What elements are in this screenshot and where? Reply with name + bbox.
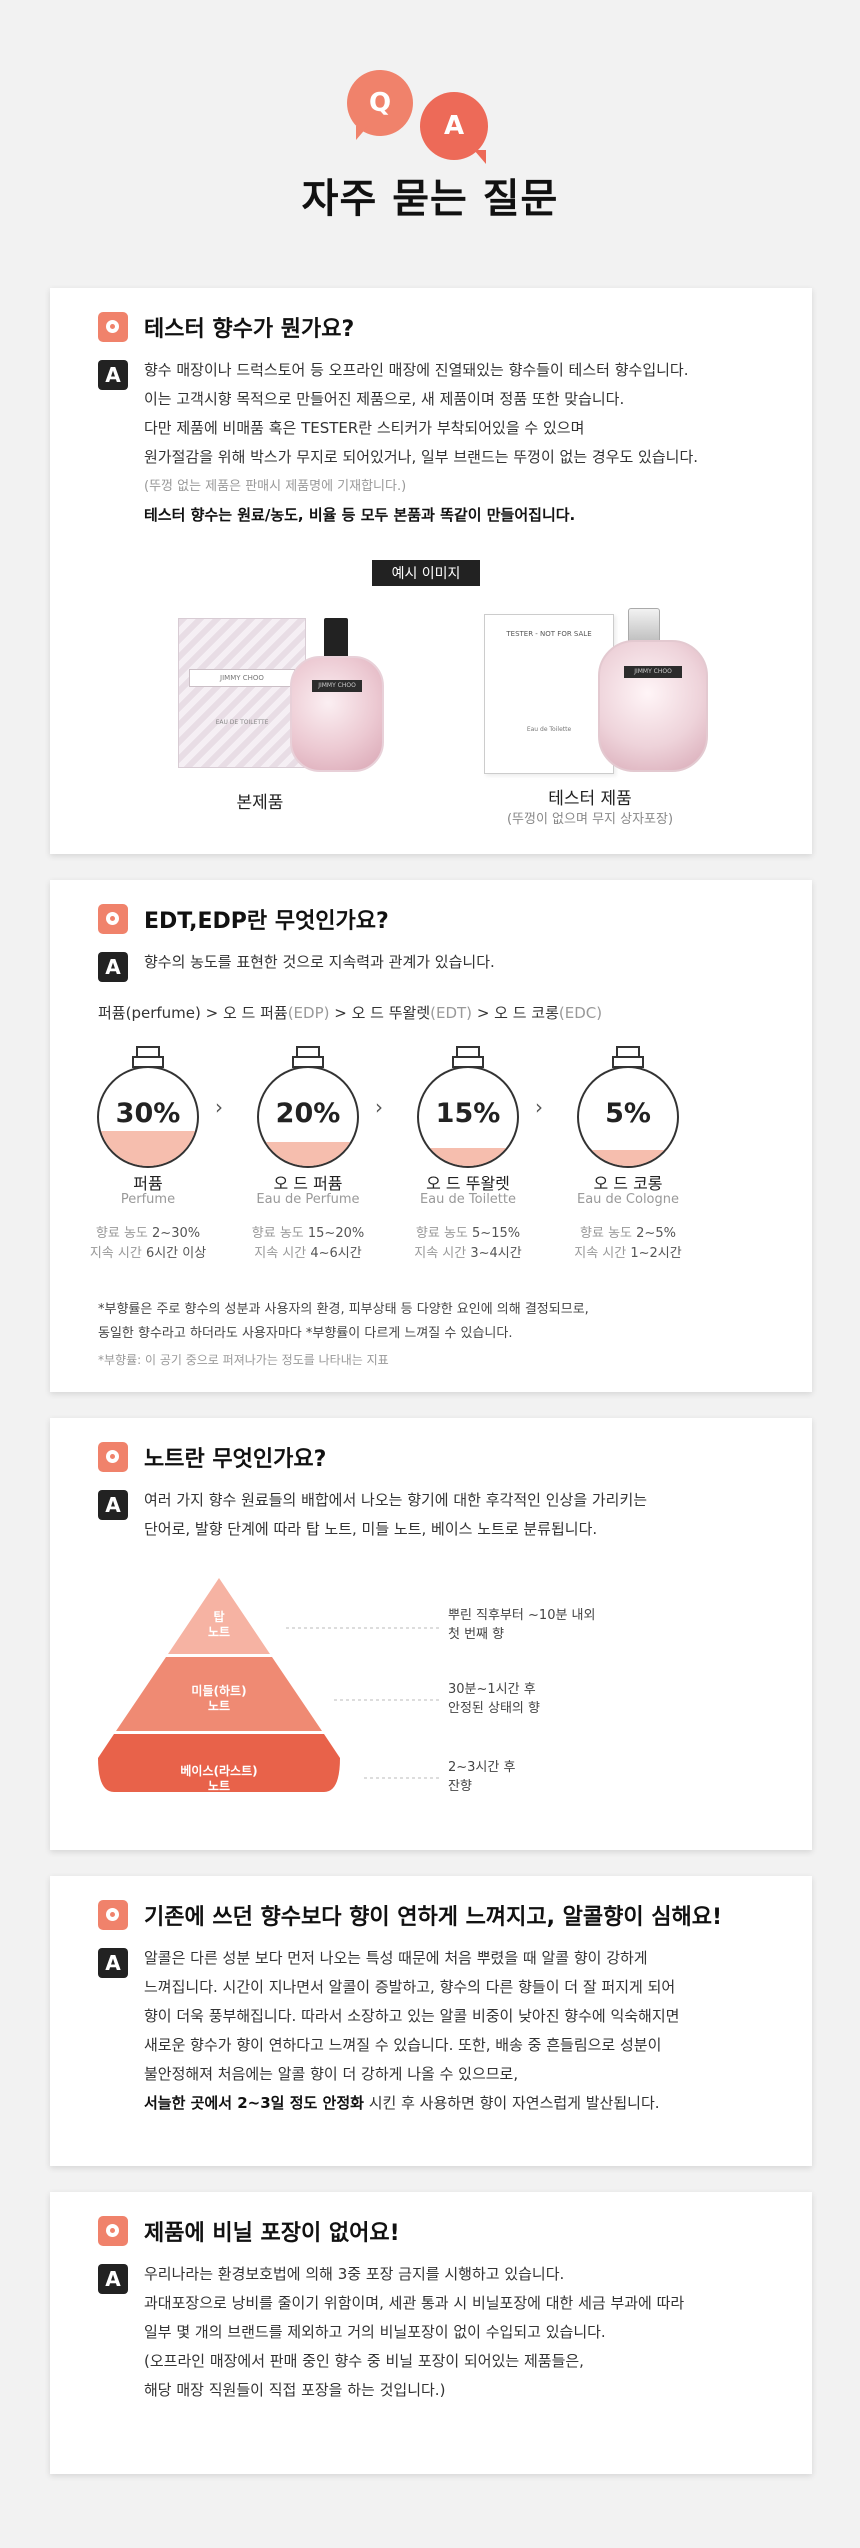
flask-body xyxy=(577,1066,679,1168)
faq-question-row: EDT,EDP란 무엇인가요? xyxy=(98,903,389,935)
stabilize-tip: 서늘한 곳에서 2~3일 정도 안정화 xyxy=(144,2094,364,2112)
chevron-right-icon: › xyxy=(375,1095,383,1119)
flask-percent: 15% xyxy=(435,1098,501,1129)
concentration-name: 오 드 코롱 xyxy=(593,1174,663,1193)
concentration-name: 오 드 뚜왈렛 xyxy=(426,1174,510,1193)
flask-fill xyxy=(579,1150,677,1166)
faq-answer: 향수 매장이나 드럭스토어 등 오프라인 매장에 진열돼있는 향수들이 테스터 … xyxy=(144,356,784,530)
tester-bottle-image xyxy=(598,640,708,772)
faq-question: 노트란 무엇인가요? xyxy=(144,1447,327,1472)
flask-percent: 5% xyxy=(605,1098,651,1129)
pyramid-top xyxy=(168,1578,270,1654)
q-bubble-tail xyxy=(356,126,368,140)
faq-answer: 우리나라는 환경보호법에 의해 3중 포장 금지를 시행하고 있습니다. 과대포… xyxy=(144,2265,685,2399)
tester-caption: 테스터 제품 xyxy=(548,789,632,809)
question-icon xyxy=(98,1900,128,1930)
chevron-right-icon: › xyxy=(215,1095,223,1119)
flask-cap xyxy=(616,1046,640,1056)
bold-note: 테스터 향수는 원료/농도, 비율 등 모두 본품과 똑같이 만들어집니다. xyxy=(144,506,576,524)
pyramid-connectors xyxy=(286,1627,440,1779)
faq-card-alcohol: 기존에 쓰던 향수보다 향이 연하게 느껴지고, 알콜향이 심해요! A 알콜은… xyxy=(50,1876,812,2166)
concentration-name-en: Eau de Perfume xyxy=(256,1192,360,1207)
footnote-1: *부향률은 주로 향수의 성분과 사용자의 환경, 피부상태 등 다양한 요인에… xyxy=(98,1302,589,1317)
product-box-image: JIMMY CHOO EAU DE TOILETTE xyxy=(178,618,306,768)
faq-answer: 향수의 농도를 표현한 것으로 지속력과 관계가 있습니다. xyxy=(144,953,495,971)
flask-body xyxy=(417,1066,519,1168)
pyramid-base xyxy=(98,1734,340,1792)
concentration-order: 퍼퓸(perfume) > 오 드 퍼퓸(EDP) > 오 드 뚜왈렛(EDT)… xyxy=(98,1004,603,1022)
product-caption: 본제품 xyxy=(236,793,284,813)
faq-card-edt-edp: EDT,EDP란 무엇인가요? A 향수의 농도를 표현한 것으로 지속력과 관… xyxy=(50,880,812,1392)
faq-card-vinyl: 제품에 비닐 포장이 없어요! A 우리나라는 환경보호법에 의해 3중 포장 … xyxy=(50,2192,812,2474)
flask-percent: 30% xyxy=(115,1098,181,1129)
product-bottle-image xyxy=(290,656,384,772)
chevron-right-icon: › xyxy=(535,1095,543,1119)
pyramid-middle-label: 미들(하트) 노트 xyxy=(191,1684,247,1713)
concentration-name: 오 드 퍼퓸 xyxy=(273,1174,343,1193)
concentration-name-en: Eau de Toilette xyxy=(419,1192,517,1207)
answer-icon: A xyxy=(98,1948,128,1978)
concentration-stats: 향료 농도 5~15% 지속 시간 3~4시간 xyxy=(414,1226,522,1261)
pyramid-top-label: 탑 노트 xyxy=(207,1610,231,1639)
example-image-tag: 예시 이미지 xyxy=(372,560,480,586)
note-pyramid xyxy=(98,1578,340,1792)
answer-icon: A xyxy=(98,952,128,982)
question-icon xyxy=(98,1442,128,1472)
faq-question: EDT,EDP란 무엇인가요? xyxy=(144,909,389,934)
small-note: (뚜껑 없는 제품은 판매시 제품명에 기재합니다.) xyxy=(144,479,407,494)
page-header: Q A 자주 묻는 질문 xyxy=(0,0,860,260)
faq-question-row: 제품에 비닐 포장이 없어요! xyxy=(98,2215,400,2247)
pyramid-middle xyxy=(116,1657,322,1731)
flask-fill xyxy=(419,1148,517,1166)
flask-percent: 20% xyxy=(275,1098,341,1129)
question-icon xyxy=(98,904,128,934)
tester-bottle-neck xyxy=(628,608,660,644)
flask-body xyxy=(257,1066,359,1168)
concentration-name: 퍼퓸 xyxy=(133,1174,163,1193)
concentration-stats: 향료 농도 15~20% 지속 시간 4~6시간 xyxy=(251,1226,365,1261)
faq-card-tester: 테스터 향수가 뭔가요? A 향수 매장이나 드럭스토어 등 오프라인 매장에 … xyxy=(50,288,812,854)
page-title: 자주 묻는 질문 xyxy=(301,176,559,222)
faq-question-row: 테스터 향수가 뭔가요? xyxy=(98,311,354,343)
faq-question: 제품에 비닐 포장이 없어요! xyxy=(144,2221,400,2246)
faq-answer: 알콜은 다른 성분 보다 먼저 나오는 특성 때문에 처음 뿌렸을 때 알콜 향… xyxy=(144,1949,680,2112)
concentration-stats: 향료 농도 2~30% 지속 시간 6시간 이상 xyxy=(89,1226,207,1261)
faq-question: 테스터 향수가 뭔가요? xyxy=(144,317,355,342)
answer-icon: A xyxy=(98,2264,128,2294)
tester-subcaption: (뚜껑이 없으며 무지 상자포장) xyxy=(506,812,674,827)
product-bottle-cap xyxy=(324,618,348,660)
footnote-3: *부향률: 이 공기 중으로 퍼져나가는 정도를 나타내는 지표 xyxy=(98,1353,389,1367)
question-icon xyxy=(98,312,128,342)
faq-answer: 여러 가지 향수 원료들의 배합에서 나오는 향기에 대한 후각적인 인상을 가… xyxy=(144,1491,648,1538)
flask-cap xyxy=(296,1046,320,1056)
concentration-name-en: Perfume xyxy=(120,1192,176,1207)
tester-box-image: TESTER - NOT FOR SALE Eau de Toilette xyxy=(484,614,614,774)
faq-question: 기존에 쓰던 향수보다 향이 연하게 느껴지고, 알콜향이 심해요! xyxy=(144,1905,723,1930)
top-note-desc: 뿌린 직후부터 ~10분 내외 첫 번째 향 xyxy=(448,1608,596,1642)
flask-fill xyxy=(259,1142,357,1166)
faq-card-notes: 노트란 무엇인가요? A 여러 가지 향수 원료들의 배합에서 나오는 향기에 … xyxy=(50,1418,812,1850)
faq-question-row: 노트란 무엇인가요? xyxy=(98,1441,326,1473)
footnote-2: 동일한 향수라고 하더라도 사용자마다 *부향률이 다르게 느껴질 수 있습니다… xyxy=(98,1326,513,1341)
faq-question-row: 기존에 쓰던 향수보다 향이 연하게 느껴지고, 알콜향이 심해요! xyxy=(98,1899,722,1931)
a-bubble-tail xyxy=(474,150,486,164)
flask-fill xyxy=(99,1130,197,1166)
answer-icon: A xyxy=(98,360,128,390)
concentration-name-en: Eau de Cologne xyxy=(576,1192,680,1207)
flask-cap xyxy=(456,1046,480,1056)
answer-icon: A xyxy=(98,1490,128,1520)
question-icon xyxy=(98,2216,128,2246)
flask-cap xyxy=(136,1046,160,1056)
base-note-desc: 2~3시간 후 잔향 xyxy=(448,1760,516,1794)
pyramid-base-label: 베이스(라스트) 노트 xyxy=(180,1764,258,1793)
a-bubble-icon: A xyxy=(420,92,488,160)
middle-note-desc: 30분~1시간 후 안정된 상태의 향 xyxy=(448,1682,540,1716)
q-bubble-icon: Q xyxy=(347,70,413,136)
flask-body xyxy=(97,1066,199,1168)
concentration-stats: 향료 농도 2~5% 지속 시간 1~2시간 xyxy=(574,1226,682,1261)
